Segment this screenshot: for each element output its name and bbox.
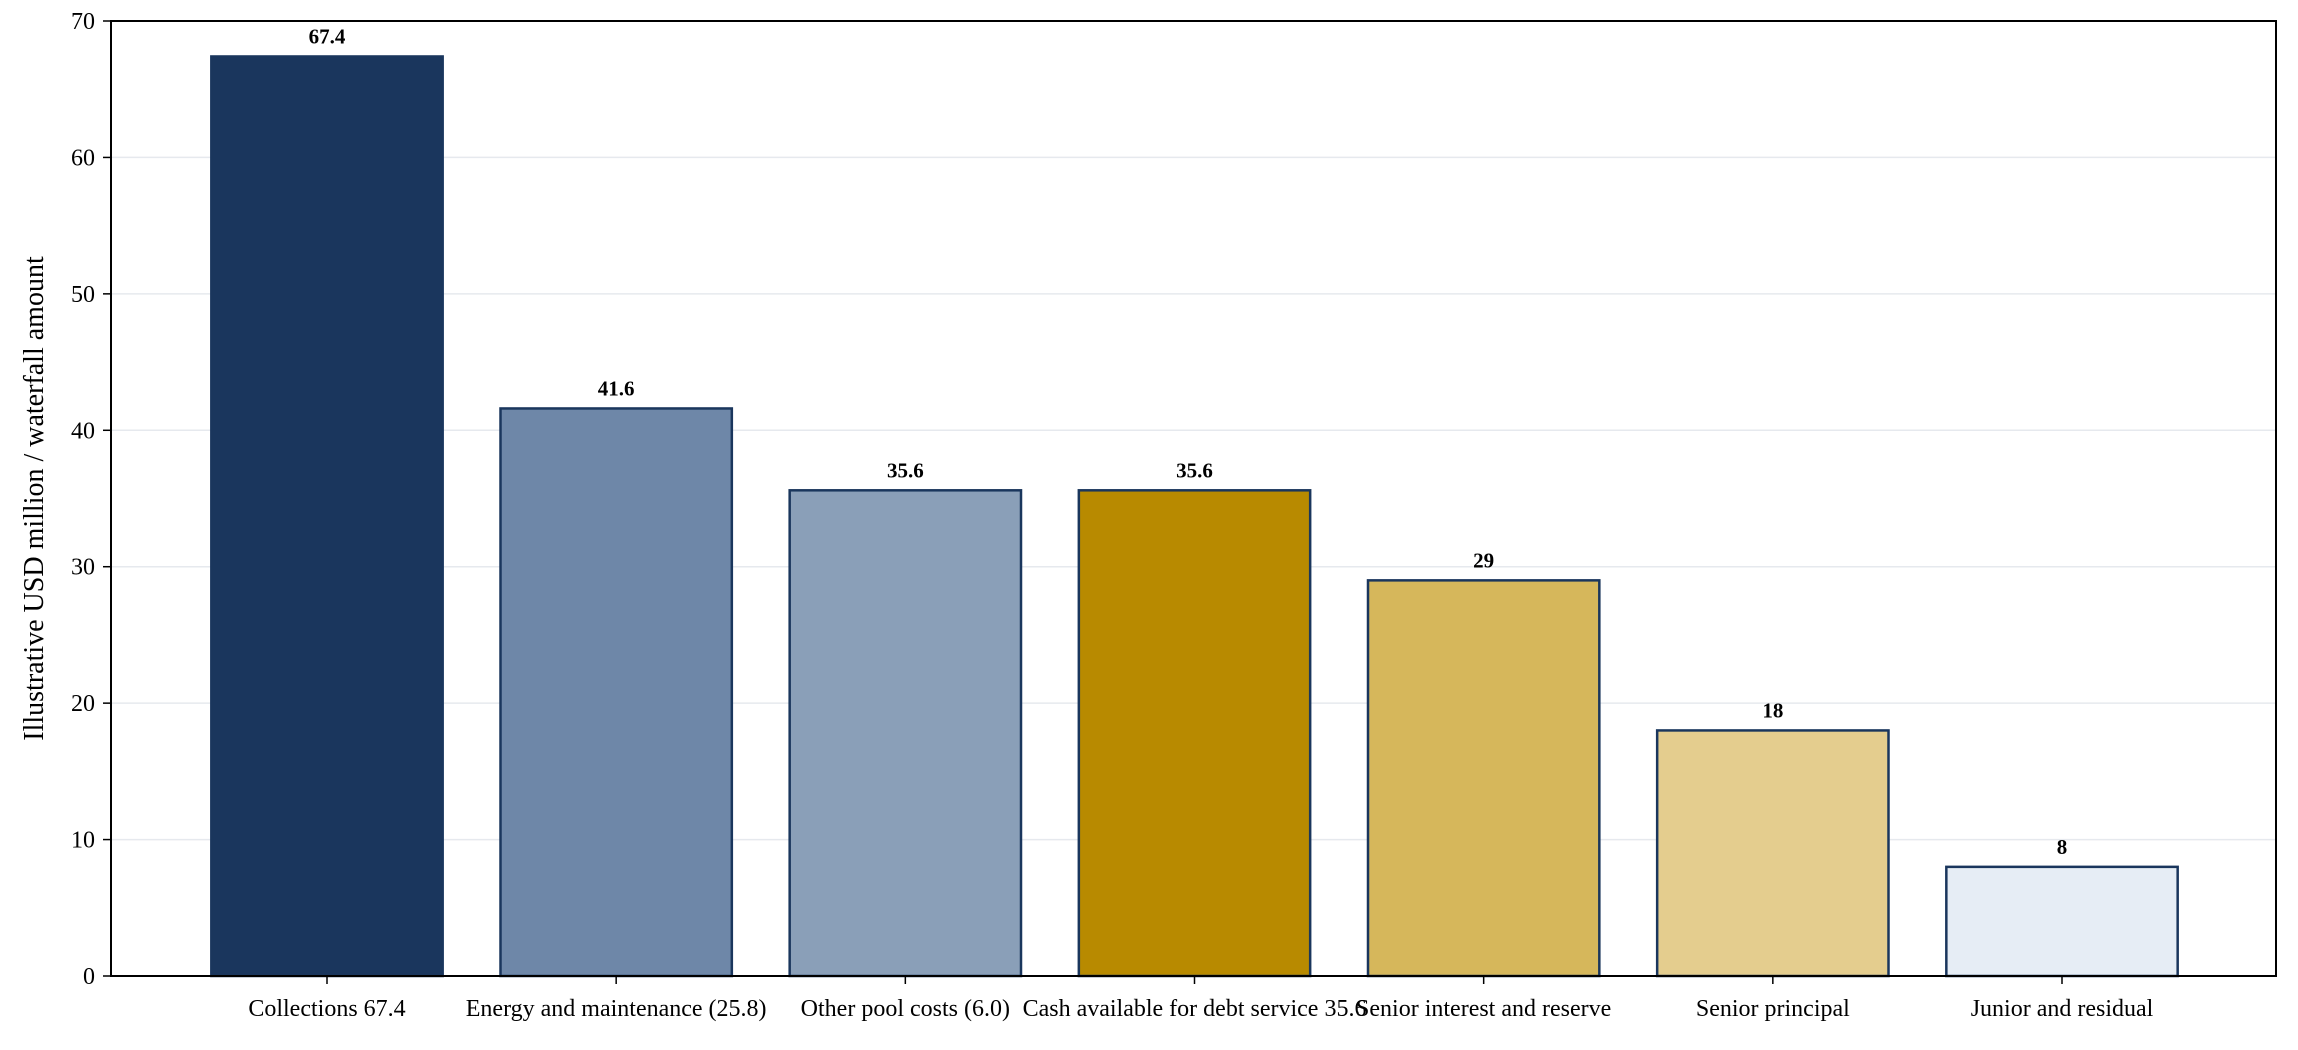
y-axis-title: Illustrative USD million / waterfall amo…: [19, 256, 50, 741]
x-tick-label: Junior and residual: [1971, 996, 2154, 1022]
bar: [788, 489, 1023, 978]
bar: [499, 407, 734, 978]
bar: [1945, 865, 2179, 978]
x-tick-label: Cash available for debt service 35.6: [1023, 996, 1367, 1022]
data-labels: 67.4 41.6 35.6 35.6 29 18 8: [309, 24, 2068, 858]
data-label: 29: [1473, 548, 1494, 572]
y-tick-label: 60: [71, 145, 95, 171]
data-label: 35.6: [1176, 458, 1213, 482]
y-tick-label: 30: [71, 555, 95, 581]
axes: [110, 20, 2277, 977]
bar: [1366, 579, 1601, 978]
y-tick-label: 20: [71, 691, 95, 717]
data-label: 35.6: [887, 458, 924, 482]
y-tick-label: 10: [71, 828, 95, 854]
data-label: 8: [2057, 835, 2068, 859]
y-tick-label: 50: [71, 282, 95, 308]
data-label: 18: [1762, 698, 1783, 722]
bars: [210, 55, 2179, 978]
x-tick-label: Other pool costs (6.0): [801, 996, 1010, 1022]
x-tick-label: Senior interest and reserve: [1356, 996, 1611, 1022]
data-label: 67.4: [309, 24, 346, 48]
bar: [1077, 489, 1312, 978]
data-label: 41.6: [598, 376, 635, 400]
plot-frame: [110, 20, 2277, 977]
x-tick-label: Energy and maintenance (25.8): [466, 996, 767, 1022]
y-tick-label: 40: [71, 418, 95, 444]
x-tick-label: Collections 67.4: [248, 996, 405, 1022]
y-axis-ticks: 0 10 20 30 40 50 60 70: [71, 9, 111, 990]
x-tick-label: Senior principal: [1696, 996, 1850, 1022]
x-axis-ticks: Collections 67.4 Energy and maintenance (…: [248, 976, 2154, 1022]
y-tick-label: 70: [71, 9, 95, 35]
bar: [210, 55, 444, 978]
bar: [1655, 729, 1890, 978]
y-tick-label: 0: [83, 964, 95, 990]
